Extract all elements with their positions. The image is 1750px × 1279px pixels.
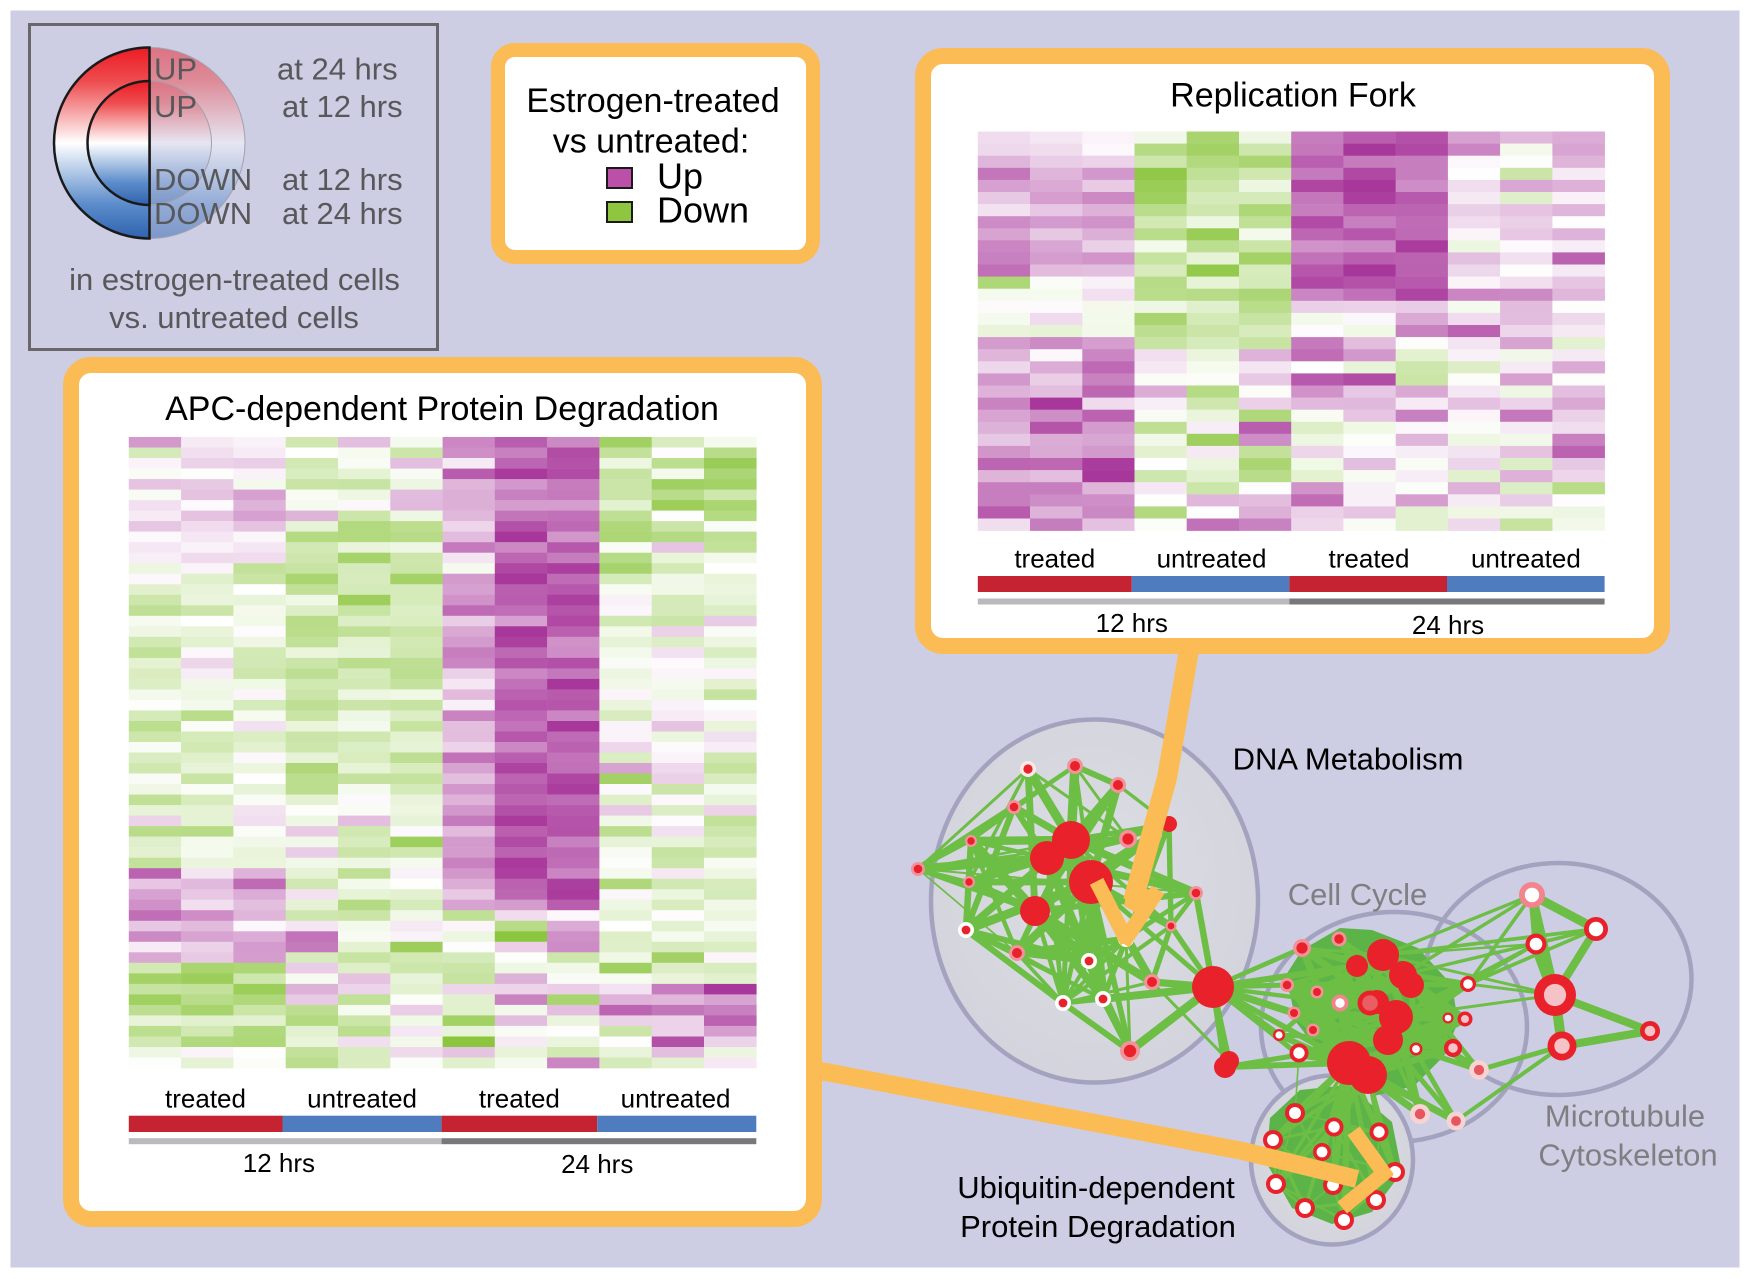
svg-text:Cytoskeleton: Cytoskeleton	[1538, 1138, 1717, 1173]
svg-text:Microtubule: Microtubule	[1545, 1098, 1705, 1133]
svg-text:untreated: untreated	[1471, 544, 1581, 574]
svg-text:Cell Cycle: Cell Cycle	[1288, 877, 1428, 912]
svg-text:Protein Degradation: Protein Degradation	[960, 1209, 1236, 1244]
svg-text:12 hrs: 12 hrs	[1096, 608, 1168, 638]
svg-text:treated: treated	[165, 1083, 246, 1113]
svg-text:24 hrs: 24 hrs	[561, 1149, 633, 1179]
svg-text:Down: Down	[657, 189, 749, 230]
svg-text:at 12 hrs: at 12 hrs	[282, 89, 403, 124]
svg-text:vs. untreated cells: vs. untreated cells	[109, 300, 359, 335]
svg-text:treated: treated	[479, 1083, 560, 1113]
svg-text:DOWN: DOWN	[154, 196, 252, 231]
svg-text:treated: treated	[1014, 544, 1095, 574]
svg-text:Estrogen-treated: Estrogen-treated	[526, 82, 779, 120]
svg-text:at 12 hrs: at 12 hrs	[282, 162, 403, 197]
svg-text:UP: UP	[154, 89, 197, 124]
svg-text:treated: treated	[1329, 544, 1410, 574]
svg-text:Up: Up	[657, 155, 703, 196]
svg-text:12 hrs: 12 hrs	[243, 1148, 315, 1178]
svg-text:untreated: untreated	[307, 1083, 417, 1113]
svg-text:in estrogen-treated cells: in estrogen-treated cells	[69, 262, 400, 297]
svg-text:vs untreated:: vs untreated:	[553, 123, 750, 161]
svg-text:UP: UP	[154, 52, 197, 87]
svg-text:24 hrs: 24 hrs	[1412, 610, 1484, 640]
svg-text:untreated: untreated	[621, 1083, 731, 1113]
svg-text:DNA Metabolism: DNA Metabolism	[1233, 742, 1464, 777]
svg-text:APC-dependent Protein Degradat: APC-dependent Protein Degradation	[165, 390, 719, 428]
svg-text:untreated: untreated	[1157, 544, 1267, 574]
svg-text:Ubiquitin-dependent: Ubiquitin-dependent	[957, 1170, 1235, 1205]
svg-text:at 24 hrs: at 24 hrs	[282, 196, 403, 231]
svg-text:DOWN: DOWN	[154, 162, 252, 197]
svg-text:at 24 hrs: at 24 hrs	[277, 52, 398, 87]
svg-text:Replication Fork: Replication Fork	[1170, 77, 1417, 115]
